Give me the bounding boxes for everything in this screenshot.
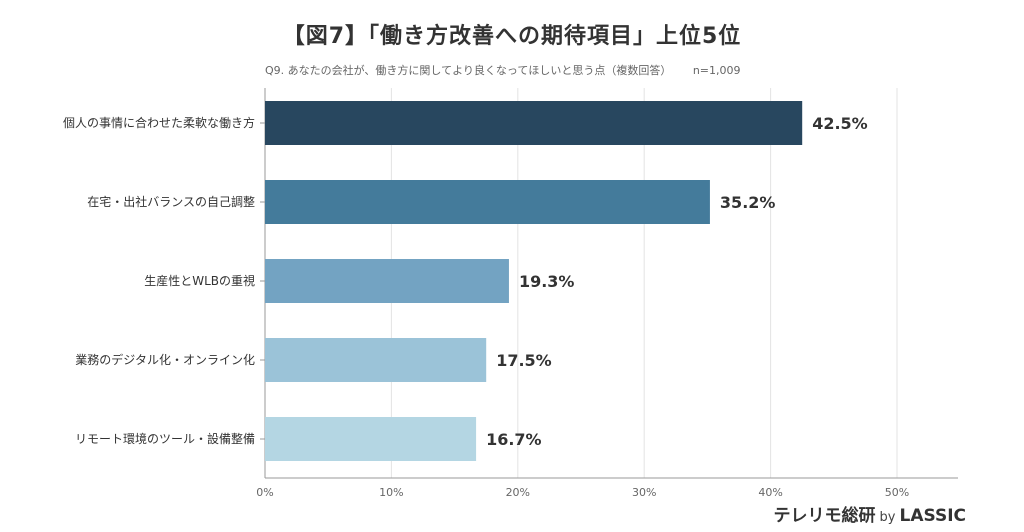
x-tick-label: 30% (632, 486, 656, 499)
value-label: 16.7% (486, 430, 542, 449)
x-tick-label: 40% (758, 486, 782, 499)
category-label: 業務のデジタル化・オンライン化 (75, 352, 255, 367)
category-label: 生産性とWLBの重視 (144, 273, 255, 288)
x-tick-label: 20% (506, 486, 530, 499)
bar (265, 417, 477, 461)
brand-name: テレリモ総研 (773, 506, 876, 526)
x-tick-label: 0% (256, 486, 273, 499)
value-label: 19.3% (519, 272, 575, 291)
value-label: 42.5% (812, 114, 868, 133)
chart-title: 【図7】「働き方改善への期待項目」上位5位 (282, 24, 742, 49)
brand-by: by (879, 510, 896, 525)
chart-subtitle: Q9. あなたの会社が、働き方に関してより良くなってほしいと思う点（複数回答） … (265, 62, 741, 78)
category-label: リモート環境のツール・設備整備 (75, 431, 255, 446)
bar (265, 338, 487, 382)
bar (265, 180, 710, 224)
category-label: 個人の事情に合わせた柔軟な働き方 (63, 115, 255, 130)
company-logo: LASSIC (899, 506, 966, 526)
sample-size: n=1,009 (692, 64, 741, 77)
question-text: Q9. あなたの会社が、働き方に関してより良くなってほしいと思う点（複数回答） (265, 64, 672, 77)
value-label: 17.5% (496, 351, 552, 370)
bar (265, 259, 509, 303)
x-tick-label: 50% (885, 486, 909, 499)
x-tick-label: 10% (379, 486, 403, 499)
category-label: 在宅・出社バランスの自己調整 (87, 194, 255, 209)
value-label: 35.2% (720, 193, 776, 212)
bar (265, 101, 803, 145)
footer-brand: テレリモ総研 by LASSIC (774, 501, 966, 526)
